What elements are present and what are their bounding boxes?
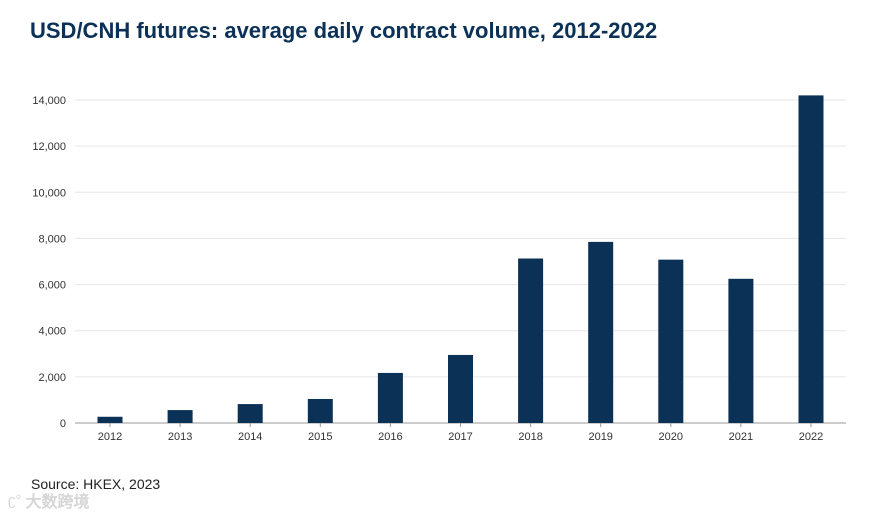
x-tick-label: 2022 xyxy=(799,431,823,443)
y-tick-label: 8,000 xyxy=(38,233,66,245)
x-tick-label: 2014 xyxy=(238,431,262,443)
watermark: ʗ° 大数跨境 xyxy=(8,488,90,512)
y-tick-label: 0 xyxy=(60,418,66,430)
bar-2013 xyxy=(167,410,193,423)
bar-2014 xyxy=(237,404,263,423)
bar-2015 xyxy=(307,399,333,423)
x-tick-label: 2012 xyxy=(98,431,122,443)
y-tick-label: 10,000 xyxy=(32,187,66,199)
bar-2021 xyxy=(728,278,754,423)
y-tick-label: 14,000 xyxy=(32,95,66,107)
bar-2018 xyxy=(518,258,544,423)
x-tick-label: 2013 xyxy=(168,431,192,443)
bar-2019 xyxy=(588,241,614,423)
x-tick-label: 2019 xyxy=(588,431,612,443)
bar-2022 xyxy=(798,95,824,423)
y-tick-label: 6,000 xyxy=(38,280,66,292)
x-tick-label: 2020 xyxy=(659,431,683,443)
chart-title: USD/CNH futures: average daily contract … xyxy=(30,18,658,43)
bar-2016 xyxy=(377,372,403,423)
x-tick-label: 2018 xyxy=(518,431,542,443)
x-tick-label: 2017 xyxy=(448,431,472,443)
watermark-text: 大数跨境 xyxy=(25,494,90,511)
x-tick-label: 2016 xyxy=(378,431,402,443)
source-note: Source: HKEX, 2023 xyxy=(31,476,161,492)
x-tick-label: 2015 xyxy=(308,431,332,443)
watermark-logo: ʗ° xyxy=(8,491,22,509)
y-tick-label: 4,000 xyxy=(38,326,66,338)
y-tick-label: 2,000 xyxy=(38,372,66,384)
bar-2012 xyxy=(97,416,123,423)
bar-2017 xyxy=(448,354,473,423)
y-tick-label: 12,000 xyxy=(32,141,66,153)
bar-2020 xyxy=(658,259,684,423)
x-tick-label: 2021 xyxy=(729,431,753,443)
